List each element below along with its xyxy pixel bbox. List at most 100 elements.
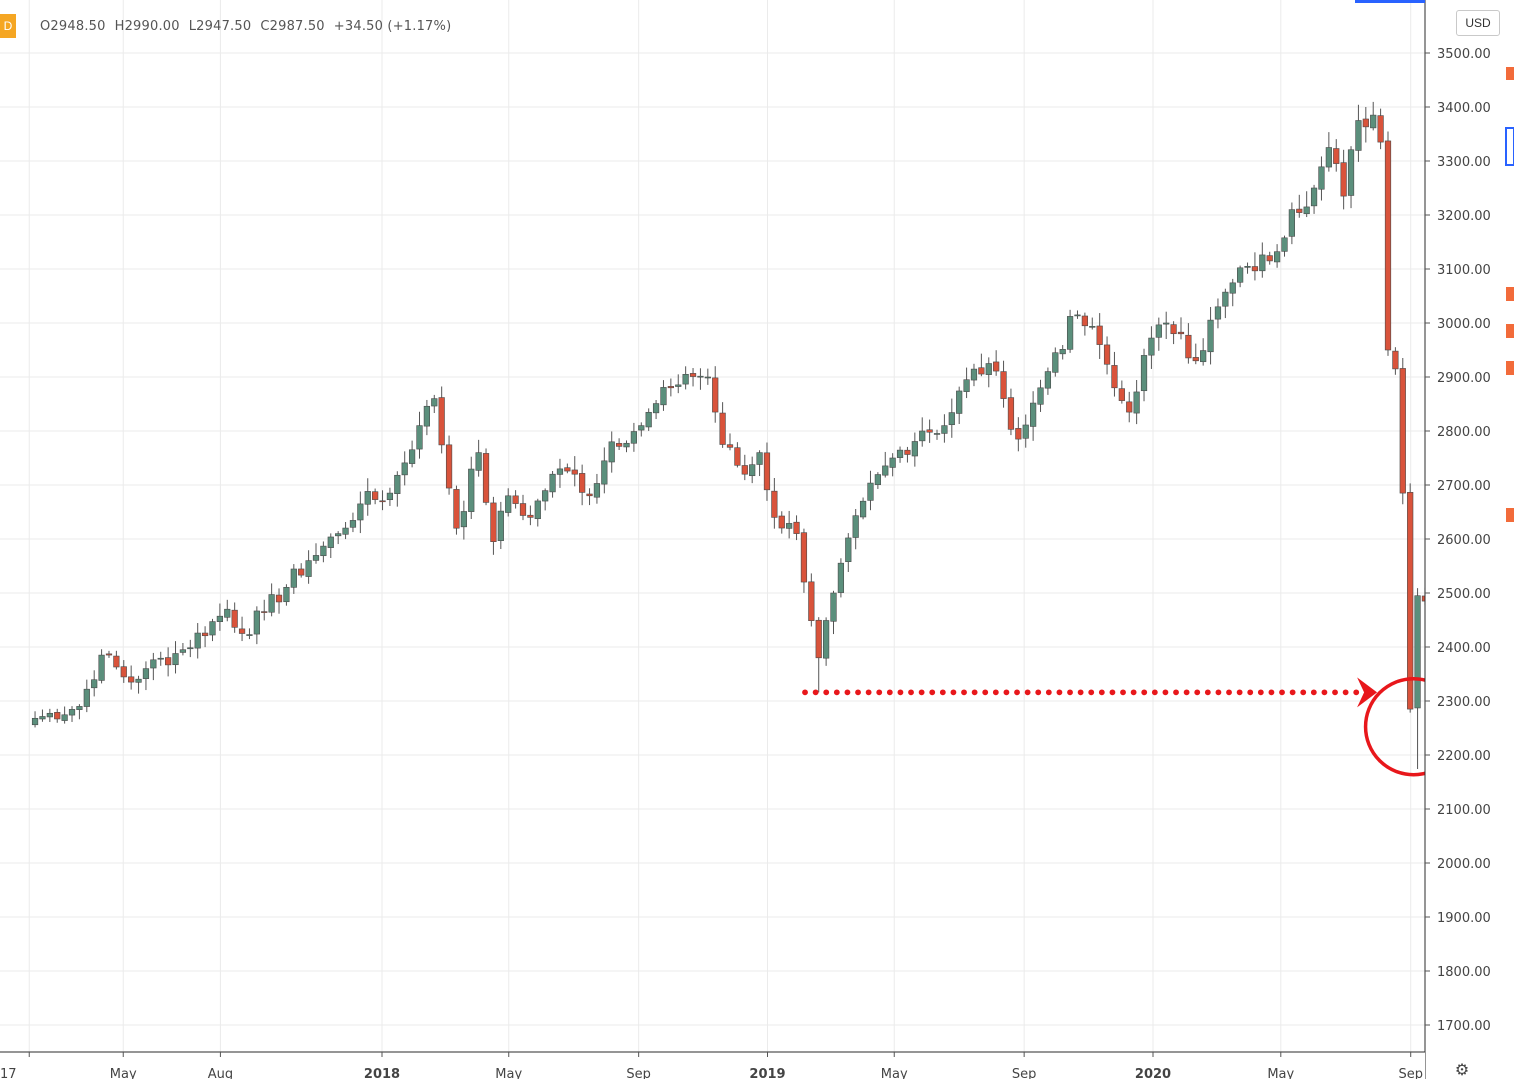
- candle-body: [741, 465, 748, 475]
- candle-body: [919, 430, 926, 442]
- candle: [615, 438, 623, 451]
- candle-body: [357, 503, 364, 521]
- price-tick-label: 3500.00: [1437, 47, 1491, 62]
- price-tick-label: 3300.00: [1437, 155, 1491, 170]
- candle: [312, 543, 320, 564]
- price-tick-label: 1900.00: [1437, 911, 1491, 926]
- candle: [379, 490, 386, 511]
- candle-body: [327, 536, 334, 548]
- candle: [1310, 184, 1318, 214]
- candle-body: [394, 474, 401, 494]
- candle: [793, 515, 800, 541]
- candle: [527, 505, 534, 526]
- candle-body: [335, 533, 342, 537]
- candle-body: [549, 473, 556, 493]
- time-tick-label: Sep: [1398, 1067, 1423, 1079]
- candle: [460, 500, 467, 540]
- candle: [786, 510, 793, 539]
- candle-body: [505, 495, 512, 513]
- candle: [394, 471, 401, 507]
- arrow-dot: [1120, 689, 1126, 696]
- candle: [505, 488, 512, 517]
- candle-body: [61, 714, 68, 721]
- candle: [209, 618, 216, 642]
- arrow-dot: [1151, 689, 1158, 696]
- arrow-dot: [1257, 689, 1264, 696]
- candle-body: [800, 532, 808, 583]
- side-marker: [1506, 287, 1514, 301]
- candle: [1133, 379, 1140, 425]
- candle-body: [76, 706, 83, 710]
- candle-body: [283, 587, 290, 603]
- arrow-dot: [918, 689, 925, 696]
- candle-body: [1059, 349, 1066, 355]
- candle: [859, 497, 867, 520]
- price-axis[interactable]: 1700.00 1800.00 1900.00 2000.00 2100.00 2200.…: [1424, 0, 1514, 1079]
- candle: [726, 433, 734, 451]
- candle-body: [490, 502, 497, 543]
- candle: [1200, 338, 1207, 366]
- arrow-dot: [1014, 689, 1020, 696]
- candle-body: [298, 568, 305, 576]
- candle-body: [261, 611, 268, 613]
- candle: [349, 512, 357, 533]
- arrow-dot: [1353, 689, 1360, 696]
- candle: [623, 440, 630, 453]
- candle: [1229, 278, 1236, 307]
- arrow-dot: [876, 689, 883, 696]
- candles: [31, 101, 1488, 770]
- candle: [453, 485, 460, 535]
- candle: [1089, 317, 1096, 330]
- candle-body: [593, 483, 601, 498]
- candle-body: [985, 363, 992, 375]
- time-tick-label: Sep: [626, 1067, 651, 1079]
- arrow-dot: [950, 689, 957, 696]
- candle: [542, 488, 549, 511]
- candle-body: [1052, 352, 1059, 373]
- candle-body: [1399, 368, 1406, 494]
- price-tick-label: 2900.00: [1437, 371, 1491, 386]
- candle: [889, 453, 896, 477]
- candle: [579, 464, 586, 506]
- candle-body: [837, 562, 845, 593]
- candle: [534, 498, 541, 527]
- symbol-tag[interactable]: D: [0, 14, 16, 38]
- currency-button[interactable]: USD: [1456, 10, 1500, 36]
- right-edge-markers: [1505, 67, 1514, 522]
- candle: [416, 411, 423, 459]
- arrow-dot: [1141, 689, 1148, 696]
- arrow-dot: [1035, 689, 1042, 696]
- candle-body: [667, 386, 674, 389]
- arrow-dot: [1024, 689, 1031, 696]
- time-axis[interactable]: 17 May Aug 2018 May Sep 2019 May Sep 2020 May Sep: [0, 1051, 1425, 1079]
- arrow-dot: [908, 689, 914, 696]
- candle: [512, 490, 519, 509]
- candle-body: [135, 678, 142, 683]
- candle-body: [778, 515, 785, 529]
- candle-body: [1148, 337, 1155, 356]
- candle: [1192, 343, 1199, 365]
- arrow-dot: [886, 689, 893, 696]
- arrow-dot: [844, 689, 851, 696]
- arrow-dot: [1342, 689, 1349, 696]
- price-axis-background: [1425, 0, 1514, 1079]
- candle-body: [120, 666, 127, 678]
- price-tick-label: 2400.00: [1437, 641, 1491, 656]
- time-tick-label: May: [881, 1067, 908, 1079]
- candle-body: [364, 491, 371, 505]
- candle: [1044, 367, 1052, 395]
- candle-body: [468, 468, 475, 512]
- arrow-dot: [1204, 689, 1211, 696]
- candle-body: [771, 490, 778, 518]
- candle-body: [1103, 344, 1111, 365]
- candle-body: [608, 441, 615, 463]
- candle: [1140, 348, 1148, 402]
- candle: [608, 431, 615, 473]
- candle: [586, 488, 593, 506]
- candle: [601, 447, 608, 494]
- settings-gear-icon[interactable]: ⚙: [1454, 1062, 1470, 1079]
- candle-body: [823, 620, 830, 659]
- candle-body: [1281, 237, 1288, 252]
